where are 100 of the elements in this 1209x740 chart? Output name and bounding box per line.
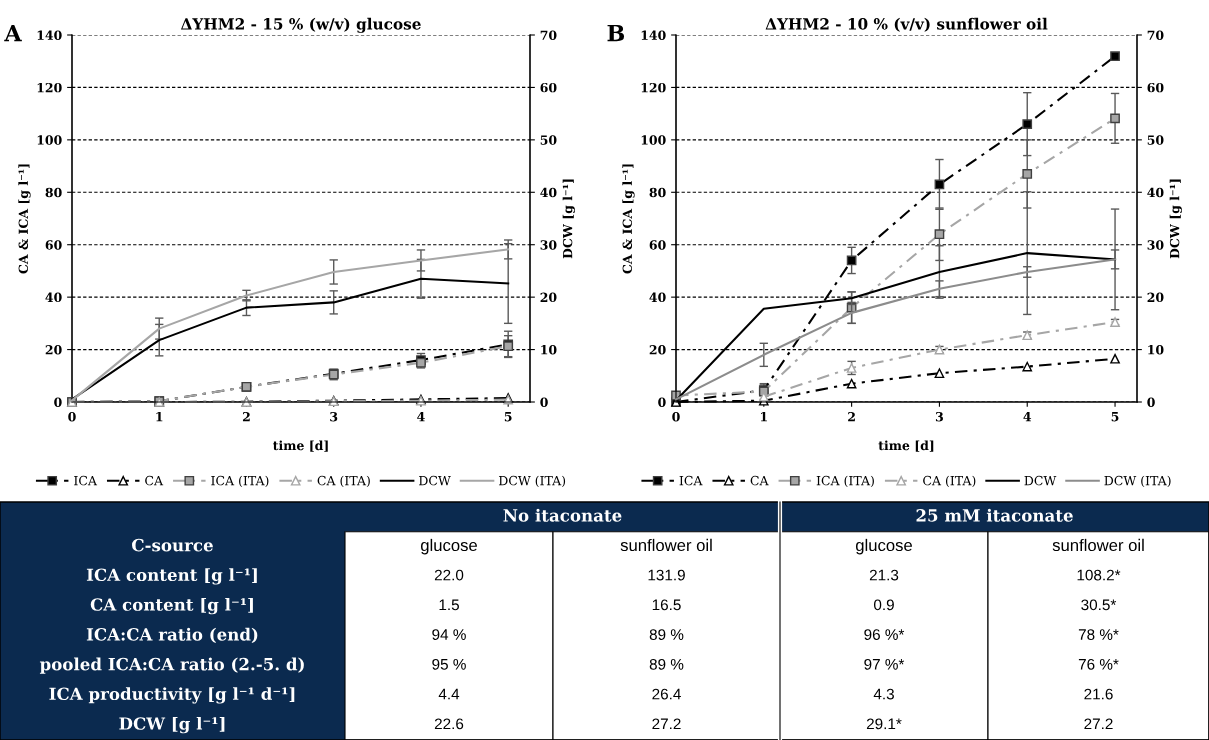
category-label: glucose	[855, 538, 912, 555]
legend-label: DCW (ITA)	[498, 475, 566, 488]
x-tick-label: 4	[1023, 411, 1032, 422]
y-tick-label: 140	[641, 30, 666, 40]
text: No itaconate	[503, 508, 622, 522]
y2-tick-label: 20	[540, 292, 557, 303]
category-label: sunflower oil	[620, 538, 712, 552]
text: 94 %	[432, 629, 466, 640]
legend-label: ICA	[74, 475, 98, 486]
text: 4.3	[873, 688, 894, 700]
y2-tick-label: 0	[1147, 397, 1155, 407]
y-tick-label: 0	[54, 397, 62, 407]
y-tick-label: 20	[45, 345, 62, 355]
text: 78 %*	[1078, 629, 1119, 640]
text: 22.0	[434, 569, 464, 581]
x-tick-label: 3	[330, 411, 338, 422]
x-tick-label: 5	[1111, 412, 1119, 422]
y-tick-label: 80	[45, 187, 62, 198]
x-tick-label: 4	[417, 411, 425, 422]
text: 29.1*	[866, 718, 902, 730]
y2-tick-label: 40	[1147, 187, 1164, 198]
legend-label: CA (ITA)	[317, 475, 370, 488]
legend-label: CA	[750, 475, 769, 486]
y2-tick-label: 60	[1147, 82, 1164, 93]
text: A	[4, 24, 22, 42]
x-tick-label: 5	[504, 412, 512, 422]
legend-label: ICA (ITA)	[816, 475, 874, 488]
text: 1.5	[439, 599, 459, 611]
text: 27.2	[1084, 718, 1113, 730]
x-tick-label: 2	[848, 411, 855, 422]
text: C-source	[132, 538, 213, 552]
x-tick-label: 3	[935, 411, 943, 422]
y2-tick-label: 10	[1148, 345, 1164, 355]
text: 96 %*	[864, 629, 905, 640]
category-label: DCW [g l⁻¹]	[119, 716, 225, 734]
text: 108.2*	[1077, 569, 1121, 581]
x-axis-title: time [d]	[272, 440, 328, 452]
y-tick-label: 100	[641, 135, 666, 145]
text: 0.9	[873, 599, 894, 611]
y2-tick-label: 0	[540, 397, 548, 407]
y2-tick-label: 10	[541, 345, 557, 355]
category-label: ICA:CA ratio (end)	[86, 627, 258, 644]
x-tick-label: 2	[242, 411, 250, 422]
category-label: sunflower oil	[1052, 538, 1144, 552]
text: 131.9	[648, 569, 685, 581]
legend-label: DCW	[1024, 475, 1057, 486]
y2-tick-label: 30	[540, 240, 557, 250]
x-tick-label: 1	[156, 411, 163, 422]
text: 26.4	[652, 688, 681, 700]
text: 97 %*	[864, 658, 905, 670]
text: 4.4	[438, 688, 460, 700]
text: 22.6	[434, 718, 464, 730]
category-label: pooled ICA:CA ratio (2.-5. d)	[39, 657, 304, 674]
chart-title: ΔYHM2 - 15 % (w/v) glucose	[180, 17, 421, 33]
category-label: ICA content [g l⁻¹]	[86, 568, 257, 585]
text: 25 mM itaconate	[916, 508, 1073, 522]
y-tick-label: 40	[649, 292, 666, 303]
y2-tick-label: 50	[1147, 135, 1164, 145]
text: 30.5*	[1081, 599, 1117, 611]
y-tick-label: 120	[37, 82, 62, 93]
legend-label: DCW	[419, 475, 451, 486]
text: 95 %	[432, 658, 466, 670]
x-tick-label: 0	[672, 411, 680, 422]
category-label: CA content [g l⁻¹]	[90, 597, 253, 615]
y2-tick-label: 70	[1147, 30, 1164, 40]
y2-tick-label: 20	[1147, 292, 1164, 303]
text: B	[607, 24, 625, 42]
text: 89 %	[649, 629, 684, 640]
x-axis-title: time [d]	[878, 440, 934, 452]
x-tick-label: 1	[760, 411, 767, 422]
y-axis-title: CA & ICA [g l⁻¹]	[622, 164, 635, 274]
category-label: glucose	[420, 538, 477, 555]
y2-axis-title: DCW [g l⁻¹]	[562, 179, 575, 259]
legend-label: DCW (ITA)	[1104, 475, 1171, 488]
category-label: ICA productivity [g l⁻¹ d⁻¹]	[49, 687, 295, 704]
y-tick-label: 120	[641, 82, 666, 93]
text: 76 %*	[1078, 658, 1119, 670]
x-tick-label: 0	[68, 411, 76, 422]
y-tick-label: 100	[37, 135, 62, 145]
chart-title: ΔYHM2 - 10 % (v/v) sunflower oil	[765, 17, 1048, 32]
y2-tick-label: 60	[540, 82, 557, 93]
y2-tick-label: 50	[540, 135, 557, 145]
legend-label: ICA	[679, 475, 703, 486]
y-tick-label: 140	[37, 30, 62, 40]
legend-label: ICA (ITA)	[211, 475, 269, 488]
y-tick-label: 60	[649, 240, 666, 250]
y2-tick-label: 40	[540, 187, 557, 198]
y-tick-label: 0	[658, 397, 666, 407]
y-tick-label: 40	[45, 292, 62, 303]
text: 21.6	[1084, 688, 1113, 700]
text: 16.5	[652, 599, 681, 611]
text: 89 %	[649, 658, 684, 670]
text: 21.3	[869, 569, 899, 581]
y2-axis-title: DCW [g l⁻¹]	[1169, 179, 1182, 259]
y-tick-label: 80	[649, 187, 666, 198]
legend-label: CA (ITA)	[923, 475, 976, 488]
text: 27.2	[652, 718, 681, 730]
y2-tick-label: 30	[1147, 240, 1164, 250]
y-tick-label: 20	[649, 345, 666, 355]
y-tick-label: 60	[45, 240, 62, 250]
